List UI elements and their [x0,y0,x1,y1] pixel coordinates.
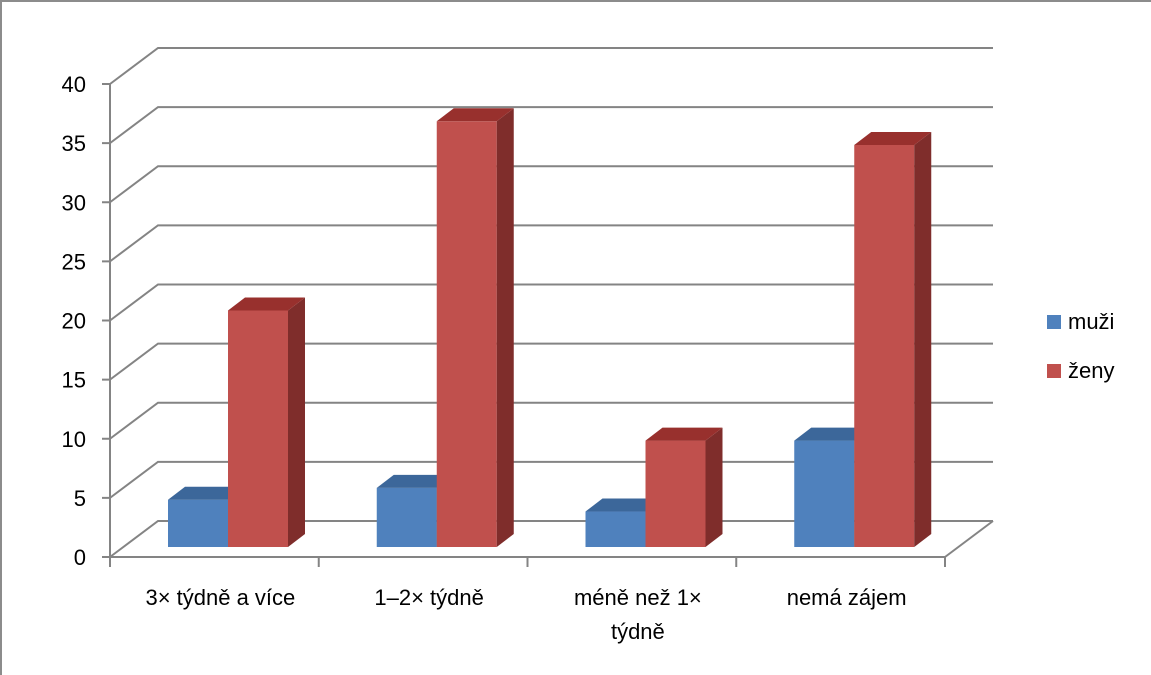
gridline [109,165,993,204]
gridline [109,224,993,263]
bar-ženy-side [288,297,305,547]
floor-edge [944,520,994,558]
bar-ženy-top [436,108,514,122]
x-category-label: týdně [611,619,665,644]
bar-muži-front [794,440,855,547]
y-tick-label: 40 [62,72,86,97]
gridline [109,401,993,440]
y-tick-label: 35 [62,131,86,156]
bar-ženy-side [705,427,723,547]
bar-muži-front [585,511,646,547]
chart-labels: 0 5 10 15 20 25 30 35 40 3× týdně a více 1–2× týdn… [62,72,907,644]
y-tick-label: 5 [74,486,86,511]
bar-ženy-front [854,144,915,547]
gridline [109,106,993,144]
bar-ženy-top [645,427,723,441]
gridline [109,283,993,322]
y-tick-label: 20 [62,309,86,334]
chart-walls [109,47,994,558]
legend-label-ženy: ženy [1068,358,1114,383]
bar-muži-top [168,486,245,500]
y-tick-label: 0 [74,545,86,570]
x-category-label: 3× týdně a více [145,585,295,610]
bar-muži-top [376,474,454,488]
legend-label-muži: muži [1068,309,1114,334]
bar-ženy-top [854,131,932,145]
chart-bars [168,108,932,548]
bar-muži-front [168,499,228,547]
bar-ženy-front [436,121,497,548]
y-tick-label: 10 [62,427,86,452]
bar-ženy-side [496,108,514,548]
gridline [109,342,993,381]
legend-swatch-muži [1047,315,1061,329]
x-category-label: 1–2× týdně [374,585,483,610]
gridline [109,47,993,85]
legend: muži ženy [1047,309,1114,383]
bar-muži-top [585,498,663,512]
legend-swatch-ženy [1047,364,1061,378]
y-tick-label: 25 [62,249,86,274]
bar-muži-front [376,487,437,547]
chart-axes [102,83,946,567]
y-tick-label: 30 [62,190,86,215]
bar-ženy-side [914,131,932,547]
bar-ženy-front [228,310,288,547]
x-category-label: nemá zájem [787,585,907,610]
bar-ženy-top [228,297,305,311]
bar-ženy-front [645,440,706,547]
bar-muži-top [794,427,872,441]
y-tick-label: 15 [62,368,86,393]
x-category-label: méně než 1× [574,585,702,610]
